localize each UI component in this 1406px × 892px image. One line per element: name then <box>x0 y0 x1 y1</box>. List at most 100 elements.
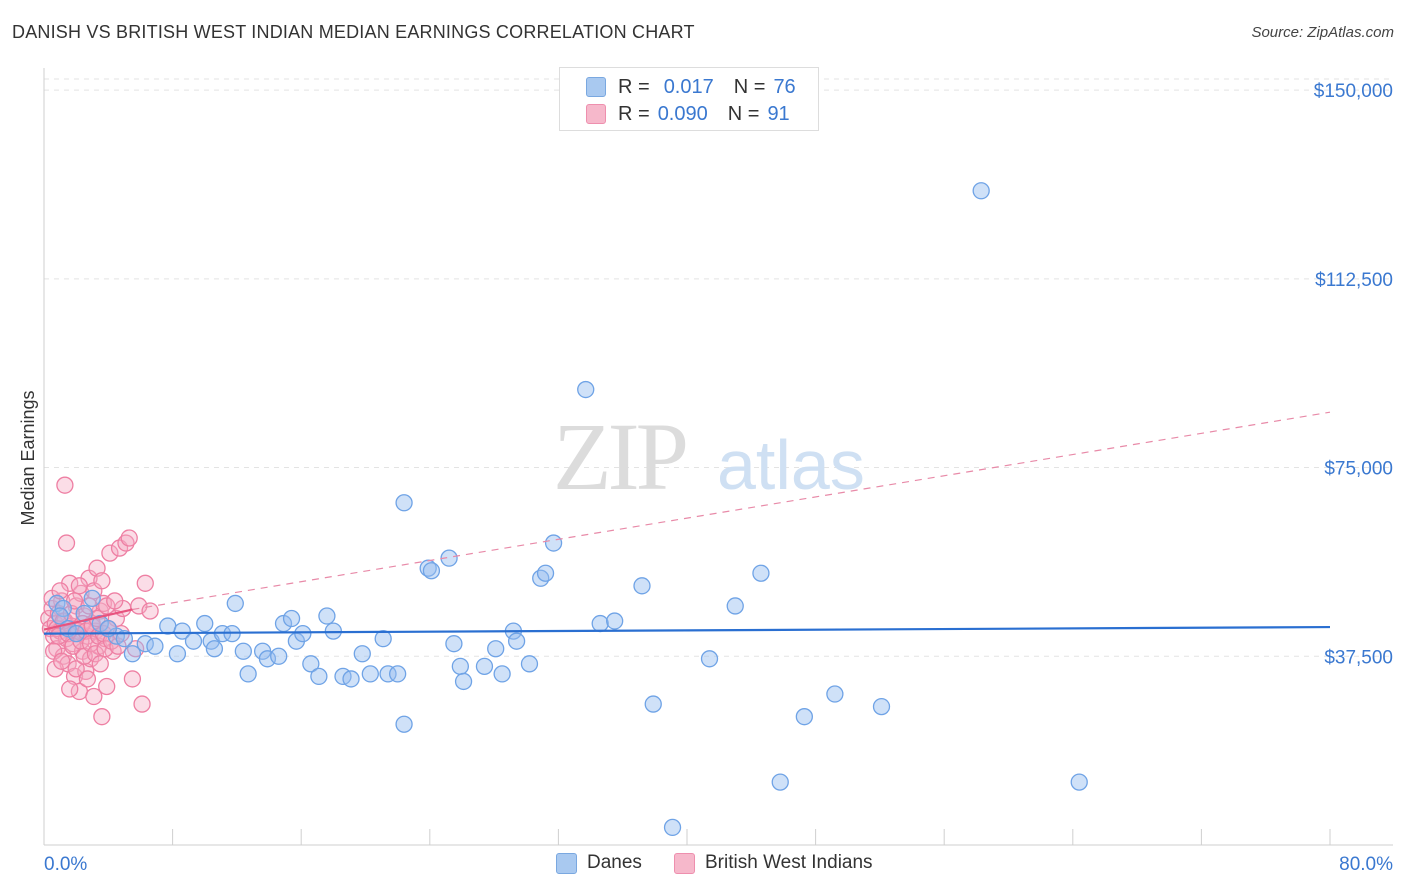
legend-n-value: 76 <box>773 75 796 98</box>
data-point <box>644 695 662 713</box>
data-point <box>374 630 392 648</box>
data-point <box>123 645 142 663</box>
data-point <box>663 818 682 837</box>
data-point <box>1070 773 1088 791</box>
data-point <box>205 640 224 658</box>
y-tick-label: $150,000 <box>1314 81 1393 102</box>
data-point <box>294 624 312 643</box>
trend-lines <box>43 411 1331 635</box>
data-point <box>85 687 103 706</box>
data-point <box>234 642 252 660</box>
data-point <box>577 380 595 399</box>
series-swatch-danes <box>556 852 577 874</box>
data-point <box>51 607 69 625</box>
y-tick-label: $75,000 <box>1324 459 1393 480</box>
data-point <box>239 665 257 683</box>
data-point <box>159 617 177 635</box>
data-point <box>493 665 511 683</box>
legend-swatch-danes <box>586 77 606 97</box>
legend-r-label: R = <box>618 102 650 125</box>
data-point <box>422 562 441 580</box>
data-point <box>106 592 124 610</box>
data-point <box>57 534 76 552</box>
series-swatch-british-west-indians <box>674 852 695 874</box>
data-point <box>61 680 79 698</box>
axis-labels: $37,500 $75,000 $112,500 $150,000 0.0% 80.0% M… <box>18 81 1393 875</box>
data-point <box>395 715 413 733</box>
data-points <box>40 182 1088 837</box>
series-legend: Danes British West Indians <box>0 850 1406 878</box>
data-point <box>101 544 119 562</box>
data-point <box>700 650 719 668</box>
grid-lines <box>44 78 1393 657</box>
data-point <box>184 632 203 650</box>
data-point <box>591 614 609 633</box>
data-point <box>379 665 397 683</box>
data-point <box>126 640 145 658</box>
data-point <box>544 534 563 552</box>
data-point <box>146 637 164 655</box>
trend-line-danes <box>43 625 1331 635</box>
data-point <box>282 609 301 628</box>
data-point <box>310 667 328 686</box>
legend-r-value: 0.017 <box>663 75 714 98</box>
data-point <box>353 645 371 663</box>
data-point <box>361 665 379 683</box>
legend-r-value: 0.090 <box>657 102 708 125</box>
y-tick-label: $37,500 <box>1324 647 1393 668</box>
data-point <box>173 622 191 640</box>
legend-n-value: 91 <box>767 102 790 125</box>
trend-line-british-west-indians <box>43 608 133 631</box>
x-tick-label-max: 80.0% <box>1339 854 1393 875</box>
data-point <box>445 635 463 653</box>
data-point <box>70 577 89 595</box>
legend-row-british-west-indians: R = 0.090 N = 91 <box>560 101 790 127</box>
data-point <box>91 655 109 673</box>
series-label-danes: Danes <box>587 852 642 873</box>
series-british-west-indians <box>40 476 159 726</box>
series-danes <box>48 182 1088 837</box>
data-point <box>136 574 154 592</box>
series-legend-british-west-indians[interactable]: British West Indians <box>674 852 873 874</box>
data-point <box>826 685 844 703</box>
data-point <box>507 632 526 650</box>
correlation-legend: R = 0.017 N = 76 R = 0.090 N = 91 <box>559 67 819 131</box>
data-point <box>83 589 101 608</box>
data-point <box>117 534 135 552</box>
data-point <box>302 655 320 673</box>
data-point <box>451 657 469 675</box>
data-point <box>633 577 651 595</box>
data-point <box>532 569 550 587</box>
data-point <box>93 708 111 726</box>
y-axis-label: Median Earnings <box>18 390 38 525</box>
y-tick-label: $112,500 <box>1315 270 1393 291</box>
data-point <box>606 612 624 630</box>
data-point <box>130 597 148 615</box>
data-point <box>388 665 407 683</box>
data-point <box>726 597 744 615</box>
data-point <box>123 670 142 688</box>
series-legend-danes[interactable]: Danes <box>556 852 642 874</box>
x-tick-label-min: 0.0% <box>44 854 87 875</box>
source-label: Source: ZipAtlas.com <box>1251 24 1394 41</box>
data-point <box>795 708 813 726</box>
legend-r-label: R = <box>618 75 650 98</box>
data-point <box>226 594 244 613</box>
data-point <box>771 773 789 791</box>
data-point <box>520 655 539 673</box>
series-label-british-west-indians: British West Indians <box>705 852 873 873</box>
watermark: ZIP atlas <box>553 403 865 510</box>
legend-swatch-british-west-indians <box>586 104 606 124</box>
data-point <box>98 677 116 696</box>
legend-n-label: N = <box>727 102 760 125</box>
axes <box>43 68 1393 846</box>
data-point <box>53 652 71 670</box>
data-point <box>454 672 473 691</box>
data-point <box>168 645 187 663</box>
data-point <box>536 564 555 582</box>
data-point <box>196 614 214 633</box>
legend-n-label: N = <box>733 75 766 98</box>
data-point <box>395 494 413 512</box>
data-point <box>78 670 97 688</box>
